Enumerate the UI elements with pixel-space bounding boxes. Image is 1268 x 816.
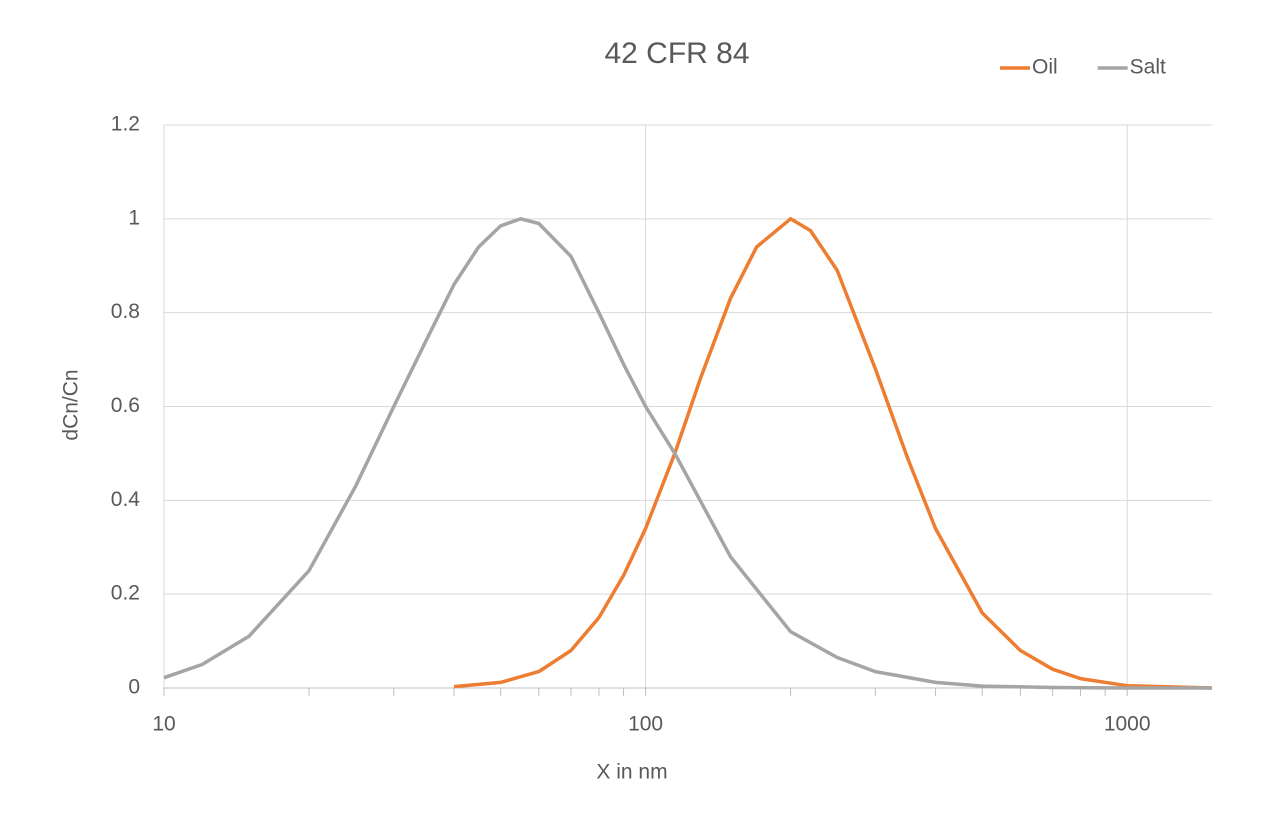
- x-axis-label: X in nm: [596, 761, 667, 784]
- x-tick-label: 100: [628, 713, 663, 736]
- y-tick-label: 0: [128, 676, 140, 699]
- y-tick-label: 1.2: [111, 113, 140, 136]
- y-axis-label: dCn/Cn: [60, 369, 83, 440]
- y-tick-label: 0.2: [111, 582, 140, 605]
- x-tick-label: 1000: [1104, 713, 1151, 736]
- x-tick-label: 10: [152, 713, 175, 736]
- y-tick-label: 1: [128, 206, 140, 229]
- legend-label: Oil: [1032, 56, 1058, 79]
- data-line: [163, 217, 1212, 690]
- y-tick-label: 0.6: [111, 394, 140, 417]
- y-tick-label: 0.8: [111, 300, 140, 323]
- legend-label: Salt: [1130, 56, 1166, 79]
- data-line: [453, 217, 1213, 690]
- chart-title: 42 CFR 84: [604, 37, 749, 70]
- y-tick-label: 0.4: [111, 488, 141, 511]
